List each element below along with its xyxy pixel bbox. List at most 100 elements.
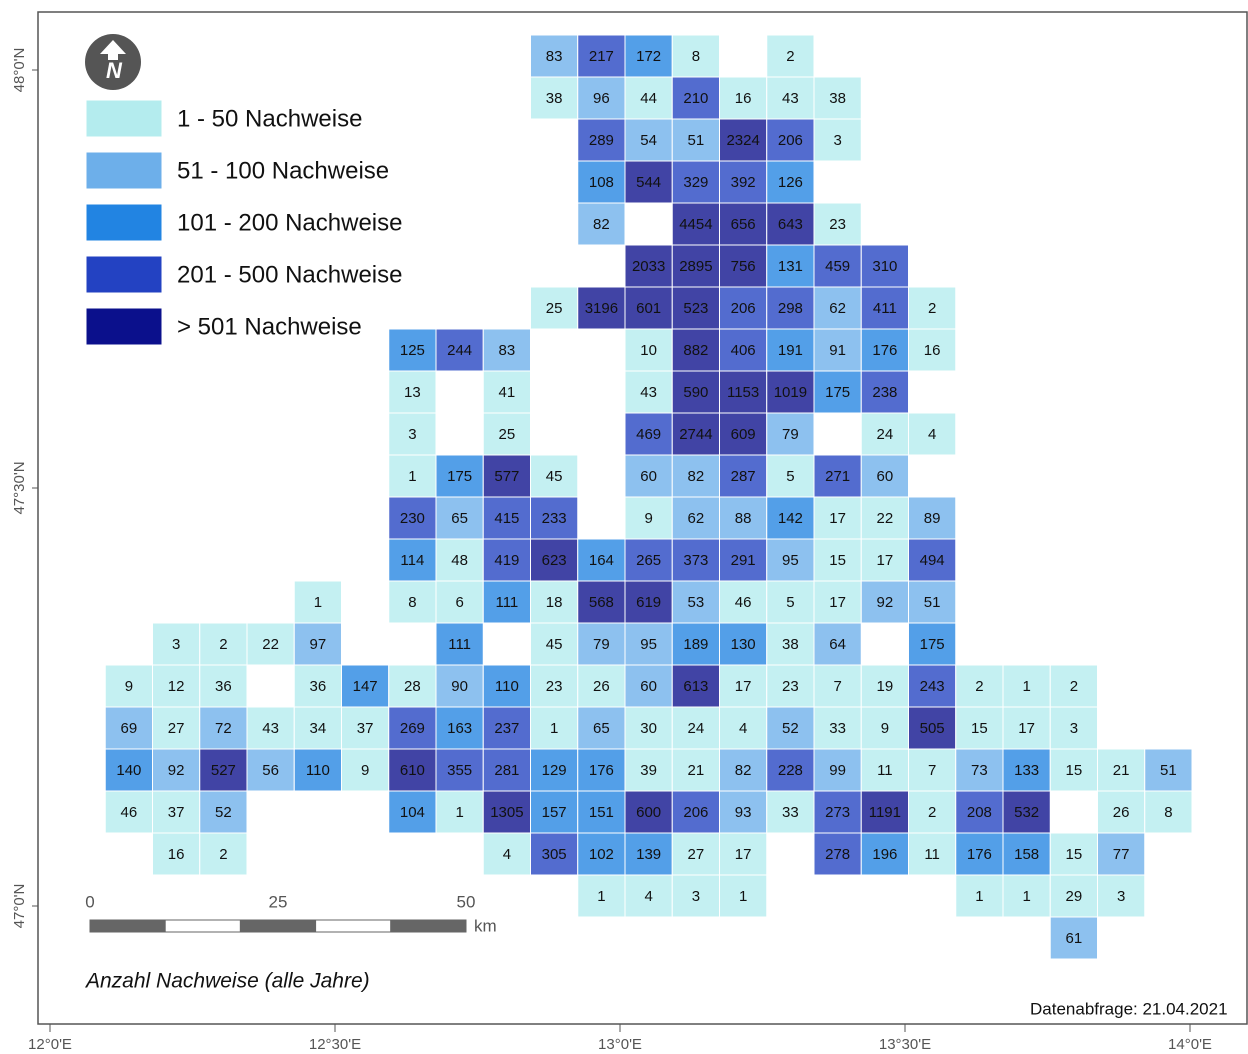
legend-label: 51 - 100 Nachweise xyxy=(177,157,389,184)
cell-label: 110 xyxy=(495,678,519,695)
cell-label: 2033 xyxy=(632,258,665,275)
cell-label: 2744 xyxy=(679,426,712,443)
cell-label: 46 xyxy=(735,594,752,611)
cell-label: 459 xyxy=(825,258,850,275)
cell-label: 189 xyxy=(683,636,708,653)
cell-label: 415 xyxy=(494,510,519,527)
cell-label: 39 xyxy=(640,762,657,779)
cell-label: 147 xyxy=(353,678,378,695)
cell-label: 172 xyxy=(636,48,661,65)
cell-label: 4454 xyxy=(679,216,712,233)
cell-label: 494 xyxy=(920,552,945,569)
cell-label: 43 xyxy=(782,90,799,107)
cell-label: 54 xyxy=(640,132,657,149)
cell-label: 60 xyxy=(640,678,657,695)
cell-label: 10 xyxy=(640,342,657,359)
cell-label: 140 xyxy=(116,762,141,779)
cell-label: 158 xyxy=(1014,846,1039,863)
cell-label: 65 xyxy=(593,720,610,737)
cell-label: 406 xyxy=(731,342,756,359)
cell-label: 5 xyxy=(786,468,794,485)
cell-label: 1 xyxy=(455,804,463,821)
cell-label: 23 xyxy=(546,678,563,695)
cell-label: 217 xyxy=(589,48,614,65)
legend-label: 201 - 500 Nachweise xyxy=(177,261,402,288)
cell-label: 24 xyxy=(877,426,894,443)
cell-label: 82 xyxy=(593,216,610,233)
cell-label: 83 xyxy=(499,342,516,359)
cell-label: 176 xyxy=(589,762,614,779)
cell-label: 65 xyxy=(451,510,468,527)
cell-label: 237 xyxy=(494,720,519,737)
cell-label: 56 xyxy=(262,762,279,779)
caption: Anzahl Nachweise (alle Jahre) xyxy=(84,970,370,993)
cell-label: 210 xyxy=(683,90,708,107)
cell-label: 7 xyxy=(833,678,841,695)
cell-label: 142 xyxy=(778,510,803,527)
cell-label: 206 xyxy=(683,804,708,821)
cell-label: 34 xyxy=(310,720,327,737)
cell-label: 92 xyxy=(877,594,894,611)
cell-label: 175 xyxy=(825,384,850,401)
cell-label: 25 xyxy=(499,426,516,443)
cell-label: 26 xyxy=(593,678,610,695)
cell-label: 15 xyxy=(829,552,846,569)
cell-label: 271 xyxy=(825,468,850,485)
cell-label: 11 xyxy=(877,762,893,779)
cell-label: 79 xyxy=(782,426,799,443)
cell-label: 1 xyxy=(408,468,416,485)
cell-label: 38 xyxy=(546,90,563,107)
cell-label: 1 xyxy=(739,888,747,905)
cell-label: 36 xyxy=(310,678,327,695)
cell-label: 243 xyxy=(920,678,945,695)
cell-label: 6 xyxy=(455,594,463,611)
cell-label: 355 xyxy=(447,762,472,779)
cell-label: 157 xyxy=(542,804,567,821)
cell-label: 15 xyxy=(971,720,988,737)
cell-label: 83 xyxy=(546,48,563,65)
cell-label: 590 xyxy=(683,384,708,401)
cell-label: 18 xyxy=(546,594,563,611)
cell-label: 102 xyxy=(589,846,614,863)
cell-label: 79 xyxy=(593,636,610,653)
cell-label: 175 xyxy=(920,636,945,653)
legend-swatch xyxy=(86,152,162,189)
cell-label: 29 xyxy=(1066,888,1083,905)
scale-segment xyxy=(316,920,391,932)
cell-label: 95 xyxy=(782,552,799,569)
scale-segment xyxy=(240,920,315,932)
cell-label: 91 xyxy=(829,342,846,359)
cell-label: 2 xyxy=(1070,678,1078,695)
lon-label: 12°30'E xyxy=(309,1036,361,1053)
cell-label: 38 xyxy=(829,90,846,107)
cell-label: 1019 xyxy=(774,384,807,401)
cell-label: 291 xyxy=(731,552,756,569)
cell-label: 88 xyxy=(735,510,752,527)
cell-label: 289 xyxy=(589,132,614,149)
cell-label: 92 xyxy=(168,762,185,779)
cell-label: 111 xyxy=(448,636,471,653)
cell-label: 15 xyxy=(1066,846,1083,863)
legend-label: 101 - 200 Nachweise xyxy=(177,209,402,236)
north-label: N xyxy=(106,58,123,83)
cell-label: 62 xyxy=(829,300,846,317)
cell-label: 22 xyxy=(262,636,279,653)
cell-label: 532 xyxy=(1014,804,1039,821)
cell-label: 196 xyxy=(872,846,897,863)
lat-label: 47°0'N xyxy=(11,884,28,929)
cell-label: 51 xyxy=(688,132,705,149)
cell-label: 2895 xyxy=(679,258,712,275)
scale-tick-label: 0 xyxy=(85,892,94,911)
cell-label: 3 xyxy=(172,636,180,653)
map: 8321717282389644210164338289545123242063… xyxy=(0,0,1248,1054)
cell-label: 8 xyxy=(1164,804,1172,821)
cell-label: 51 xyxy=(924,594,941,611)
lon-label: 13°0'E xyxy=(598,1036,642,1053)
lon-label: 12°0'E xyxy=(28,1036,72,1053)
legend-label: > 501 Nachweise xyxy=(177,313,362,340)
cell-label: 22 xyxy=(877,510,894,527)
cell-label: 882 xyxy=(683,342,708,359)
cell-label: 17 xyxy=(829,594,846,611)
cell-label: 298 xyxy=(778,300,803,317)
cell-label: 28 xyxy=(404,678,421,695)
